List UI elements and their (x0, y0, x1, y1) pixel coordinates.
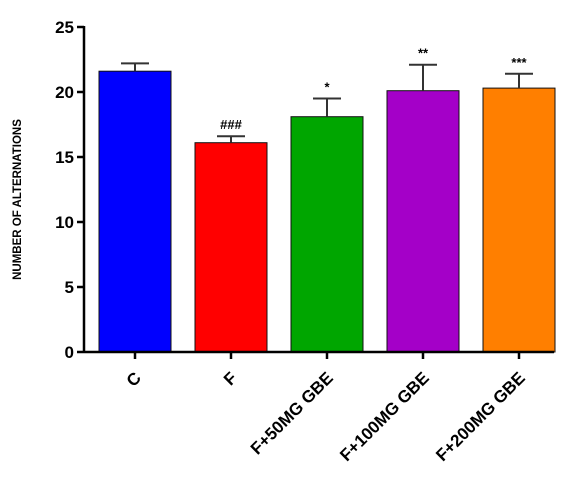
y-tick-label: 25 (55, 18, 74, 37)
significance-label: ### (220, 117, 242, 132)
significance-label: ** (418, 46, 429, 61)
bar (98, 70, 172, 353)
bar (482, 87, 556, 353)
significance-label: *** (511, 55, 527, 70)
y-axis-label: NUMBER OF ALTERNATIONS (12, 119, 24, 280)
y-tick-label: 10 (55, 213, 74, 232)
x-tick-label: F+200MG GBE (432, 368, 529, 465)
x-axis: C F F+50MG GBE F+100MG GBE F+200MG GBE (84, 350, 554, 465)
bars: ###****** (98, 46, 556, 353)
x-tick-label: F+100MG GBE (336, 368, 433, 465)
bar (290, 116, 364, 353)
bar (386, 90, 460, 353)
bar (194, 142, 268, 353)
y-tick-label: 5 (65, 278, 74, 297)
x-tick-label: F (220, 368, 241, 389)
y-axis: 0 5 10 15 20 25 (55, 18, 86, 362)
y-tick-label: 20 (55, 83, 74, 102)
significance-label: * (324, 80, 330, 95)
x-tick-label: F+50MG GBE (247, 368, 337, 458)
y-tick-label: 15 (55, 148, 74, 167)
x-tick-label: C (123, 368, 145, 390)
y-tick-label: 0 (65, 343, 74, 362)
